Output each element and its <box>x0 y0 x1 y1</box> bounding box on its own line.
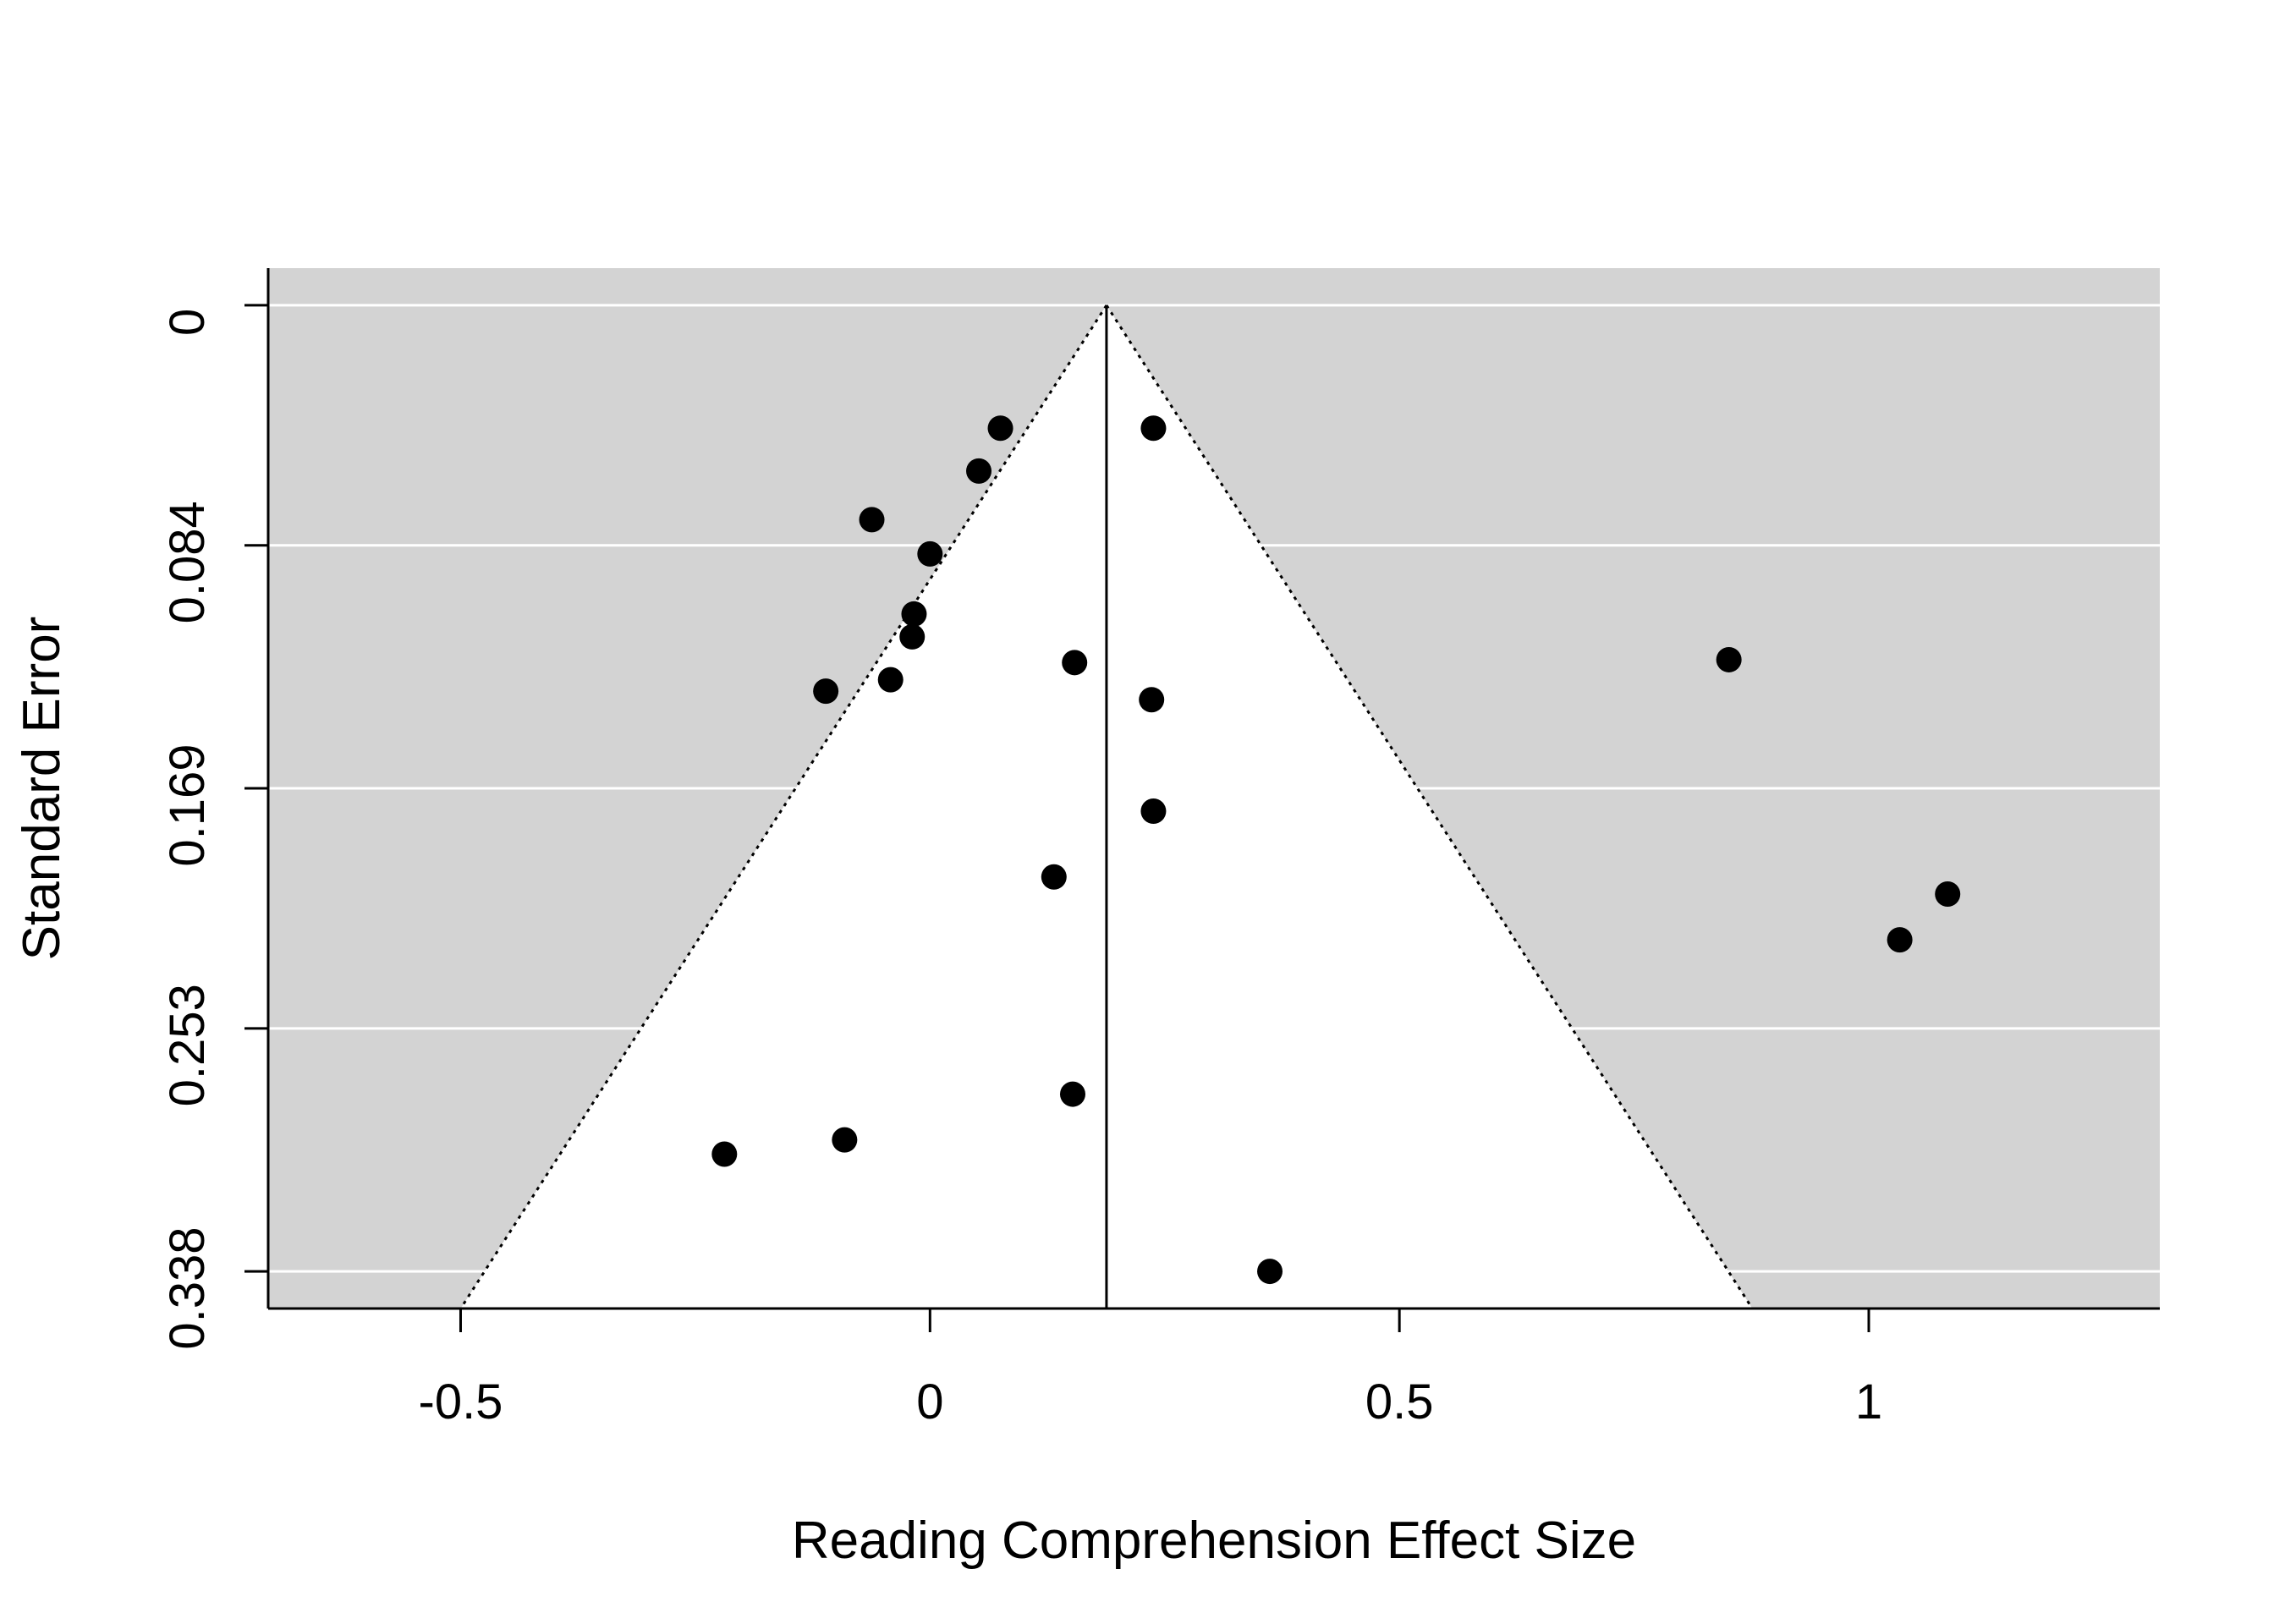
data-point <box>1716 646 1742 672</box>
data-point <box>987 415 1013 442</box>
y-tick-label: 0.253 <box>160 984 215 1106</box>
data-point <box>1257 1259 1283 1285</box>
x-tick-label: 0.5 <box>1365 1374 1434 1429</box>
data-point <box>899 623 926 650</box>
data-point <box>901 601 927 627</box>
data-point <box>917 540 943 567</box>
data-point <box>1887 927 1913 953</box>
x-axis-title: Reading Comprehension Effect Size <box>792 1512 1636 1570</box>
x-axis-ticks: -0.5 0 0.5 1 <box>419 1309 1882 1429</box>
y-tick-label: 0.338 <box>160 1226 215 1349</box>
y-axis-title: Standard Error <box>13 617 71 961</box>
data-point <box>877 667 904 693</box>
data-point <box>1140 415 1167 442</box>
y-tick-label: 0.084 <box>160 501 215 623</box>
y-tick-label: 0.169 <box>160 743 215 866</box>
x-tick-label: -0.5 <box>419 1374 503 1429</box>
data-point <box>1139 687 1165 713</box>
data-point <box>1062 650 1088 676</box>
data-point <box>966 458 992 484</box>
data-point <box>1059 1081 1085 1107</box>
y-tick-label: 0 <box>160 309 215 336</box>
data-point <box>813 678 839 705</box>
data-points <box>711 415 1961 1285</box>
x-tick-label: 0 <box>916 1374 943 1429</box>
gridlines <box>268 304 2160 1273</box>
y-axis-ticks: 0 0.084 0.169 0.253 0.338 <box>160 304 268 1350</box>
data-point <box>859 507 885 533</box>
data-point <box>711 1141 738 1167</box>
x-tick-label: 1 <box>1855 1374 1882 1429</box>
data-point <box>832 1127 858 1153</box>
data-point <box>1041 864 1067 890</box>
data-point <box>1140 798 1167 825</box>
data-point <box>1935 881 1961 908</box>
